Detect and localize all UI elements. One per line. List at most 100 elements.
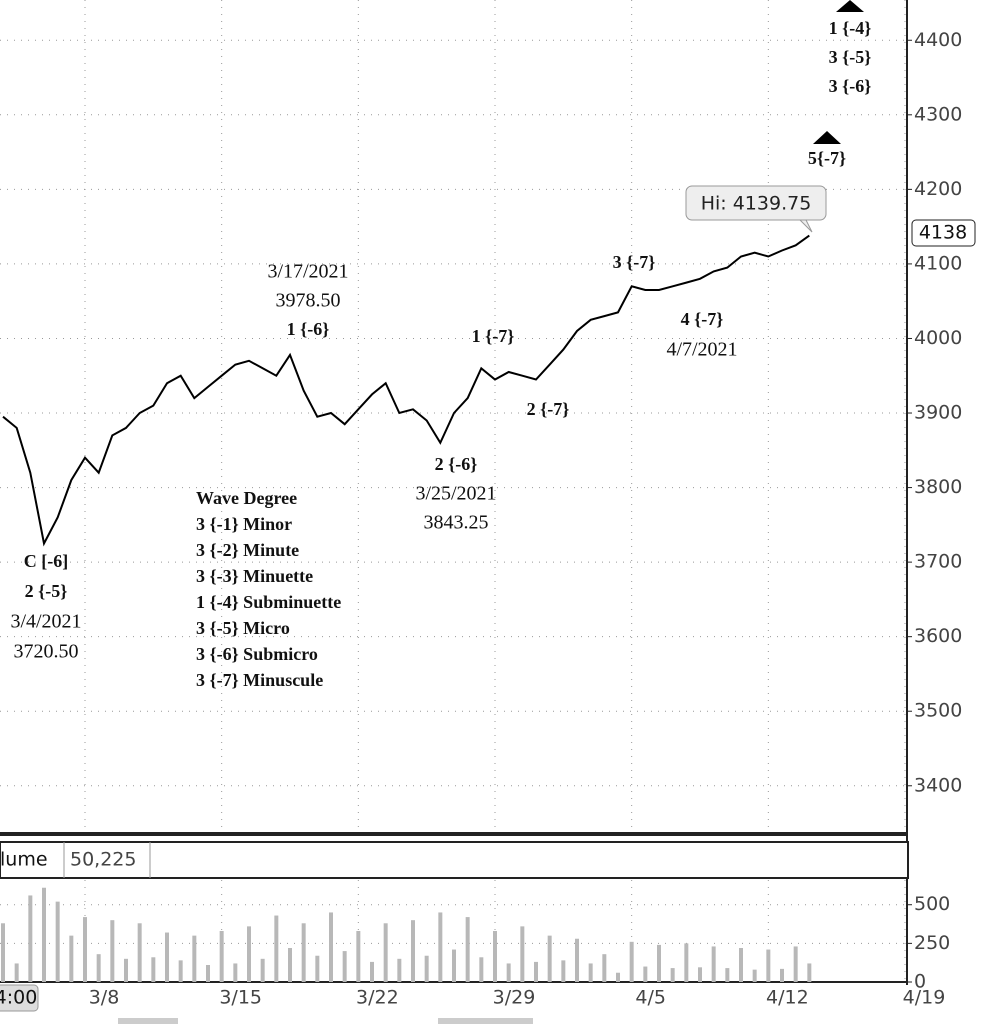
volume-bar <box>28 895 33 982</box>
legend-item: 1 {-4} Subminuette <box>196 592 341 612</box>
volume-bar <box>547 935 552 982</box>
annotation: 3843.25 <box>424 512 489 534</box>
volume-bar <box>288 948 292 982</box>
volume-bar <box>14 963 19 982</box>
volume-bar <box>1 923 5 982</box>
y-tick-label: 500 <box>914 893 950 915</box>
y-tick-label: 0 <box>914 971 926 993</box>
x-tick-label: 3/29 <box>493 987 536 1009</box>
volume-bar <box>83 917 87 982</box>
y-tick-label: 4100 <box>914 252 962 274</box>
volume-bar <box>752 969 757 982</box>
volume-bar <box>55 901 60 982</box>
volume-bar <box>698 967 702 982</box>
annotation: 2 {-7} <box>527 399 570 419</box>
volume-bar <box>657 944 661 982</box>
annotation: C [-6] <box>24 551 68 571</box>
x-tick-label: 4/19 <box>903 987 946 1009</box>
annotation: 3 {-7} <box>613 252 656 272</box>
annotation: 3/4/2021 <box>10 611 81 633</box>
volume-bar <box>670 968 675 982</box>
volume-bar <box>383 923 388 982</box>
volume-bar <box>192 935 197 982</box>
volume-bar <box>165 932 169 982</box>
y-tick-label: 4000 <box>914 327 962 349</box>
volume-bar <box>315 955 320 982</box>
volume-bar <box>725 968 730 982</box>
volume-bar <box>807 963 812 982</box>
annotation: 3 {-5} <box>829 47 872 67</box>
x-tick-label: 3/22 <box>356 987 399 1009</box>
volume-bar <box>110 920 115 982</box>
y-tick-label: 3600 <box>914 625 962 647</box>
last-price: 4138 <box>919 222 967 244</box>
volume-bar <box>438 912 443 982</box>
volume-bar <box>452 949 456 982</box>
cursor-label: 4:00 <box>0 987 37 1009</box>
legend-item: 3 {-3} Minuette <box>196 566 313 586</box>
volume-bar <box>411 920 415 982</box>
volume-bar <box>534 961 538 982</box>
y-tick-label: 4200 <box>914 178 962 200</box>
volume-bar <box>178 960 183 982</box>
legend-item: 3 {-2} Minute <box>196 540 299 560</box>
volume-bar <box>602 954 607 982</box>
volume-bar <box>424 955 429 982</box>
high-callout <box>685 185 827 221</box>
marker <box>813 131 841 144</box>
volume-bar <box>711 946 716 982</box>
x-tick-label: 4/5 <box>635 987 666 1009</box>
annotation: 2 {-6} <box>435 454 478 474</box>
callout-tail <box>798 219 813 233</box>
volume-bar <box>151 957 156 982</box>
y-tick-label: 3500 <box>914 700 962 722</box>
annotation: 5{-7} <box>808 148 846 168</box>
annotation: 4 {-7} <box>681 309 724 329</box>
volume-bar <box>301 923 306 982</box>
marker <box>836 0 864 12</box>
volume-bar <box>493 931 497 982</box>
y-tick-label: 3900 <box>914 402 962 424</box>
volume-bar <box>684 943 689 982</box>
annotation: 3 {-6} <box>829 76 872 96</box>
y-tick-label: 4400 <box>914 29 962 51</box>
y-tick-label: 4300 <box>914 103 962 125</box>
volume-bar <box>616 972 620 982</box>
annotation: 1 {-6} <box>287 319 330 339</box>
volume-bar <box>561 960 566 982</box>
volume-bar <box>465 917 470 982</box>
volume-bar <box>643 966 648 982</box>
y-tick-label: 3800 <box>914 476 962 498</box>
x-tick-label: 3/8 <box>89 987 120 1009</box>
volume-bar <box>793 946 798 982</box>
annotation: 3/25/2021 <box>415 483 496 505</box>
volume-bar <box>274 915 279 982</box>
y-tick-label: 3700 <box>914 551 962 573</box>
annotation: 1 {-7} <box>472 326 515 346</box>
volume-bar <box>96 954 101 982</box>
volume-bar <box>69 935 74 982</box>
legend-item: 3 {-1} Minor <box>196 514 292 534</box>
volume-value: 50,225 <box>70 849 136 871</box>
volume-header <box>0 841 909 879</box>
volume-bar <box>42 887 46 982</box>
annotation: 3/17/2021 <box>267 261 348 283</box>
volume-bar <box>766 949 771 982</box>
volume-bar <box>356 931 361 982</box>
x-tick-label: 4/12 <box>766 987 809 1009</box>
volume-bar <box>629 941 634 982</box>
cursor-box <box>0 984 39 1012</box>
volume-bar <box>370 961 374 982</box>
volume-bar <box>124 958 128 982</box>
volume-bar <box>479 957 484 982</box>
annotation: 3978.50 <box>276 290 341 312</box>
panel-separator <box>0 832 908 836</box>
volume-bar <box>342 951 347 982</box>
price-line <box>2 234 810 547</box>
volume-bar <box>329 912 333 982</box>
volume-bar <box>397 958 402 982</box>
volume-bar <box>739 948 743 982</box>
volume-bar <box>780 968 784 982</box>
annotation: 4/7/2021 <box>666 339 737 361</box>
